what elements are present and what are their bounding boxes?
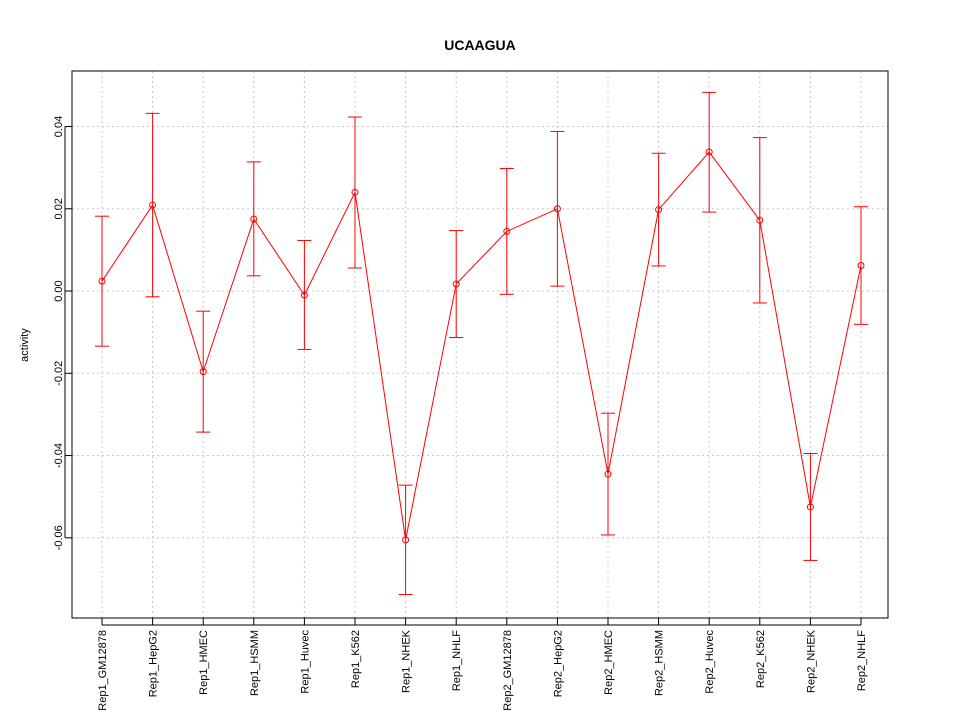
x-tick-label: Rep1_Huvec	[299, 630, 311, 694]
y-tick-label: 0.04	[53, 116, 65, 137]
data-point	[402, 536, 410, 544]
x-tick-label: Rep1_HepG2	[148, 630, 160, 697]
plot-frame	[71, 70, 889, 619]
data-point	[199, 368, 207, 376]
x-axis: Rep1_GM12878 Rep1_HepG2 Rep1_HMEC Rep1_HSMM…	[97, 618, 868, 711]
data-point	[300, 291, 308, 299]
series-line	[101, 151, 862, 540]
grid-layer	[72, 71, 888, 618]
chart-title: UCAAGUA	[444, 37, 516, 53]
x-tick-label: Rep1_K562	[350, 630, 362, 688]
x-tick-label: Rep2_HMEC	[603, 630, 615, 695]
x-tick-label: Rep2_Huvec	[704, 630, 716, 694]
data-point	[503, 227, 511, 235]
x-tick-label: Rep2_K562	[755, 630, 767, 688]
data-point	[452, 280, 460, 288]
y-tick-label: -0.06	[53, 525, 65, 550]
data-point	[553, 205, 561, 213]
y-tick-label: -0.02	[53, 361, 65, 386]
data-point	[604, 470, 612, 478]
x-tick-label: Rep2_HSMM	[654, 630, 666, 696]
y-tick-label: 0.00	[53, 280, 65, 301]
y-tick-label: -0.04	[53, 443, 65, 468]
y-axis-label: activity	[19, 328, 31, 362]
data-point	[149, 201, 157, 209]
x-tick-label: Rep1_HMEC	[198, 630, 210, 695]
data-point	[250, 215, 258, 223]
x-tick-label: Rep1_NHEK	[401, 629, 413, 693]
data-point	[655, 206, 663, 214]
x-tick-label: Rep2_HepG2	[552, 630, 564, 697]
data-point	[351, 188, 359, 196]
data-point	[806, 503, 814, 511]
data-point	[705, 148, 713, 156]
series-layer	[95, 91, 868, 596]
x-tick-label: Rep2_NHEK	[805, 629, 817, 693]
y-tick-label: 0.02	[53, 198, 65, 219]
data-point	[857, 262, 865, 270]
data-point	[756, 216, 764, 224]
x-tick-label: Rep2_NHLF	[856, 630, 868, 691]
x-tick-label: Rep1_NHLF	[451, 630, 463, 691]
y-axis: -0.06 -0.04 -0.02 0.00 0.02 0.04	[53, 116, 72, 550]
x-tick-label: Rep2_GM12878	[502, 630, 514, 711]
x-tick-label: Rep1_HSMM	[249, 630, 261, 696]
data-point	[98, 277, 106, 285]
x-tick-label: Rep1_GM12878	[97, 630, 109, 711]
